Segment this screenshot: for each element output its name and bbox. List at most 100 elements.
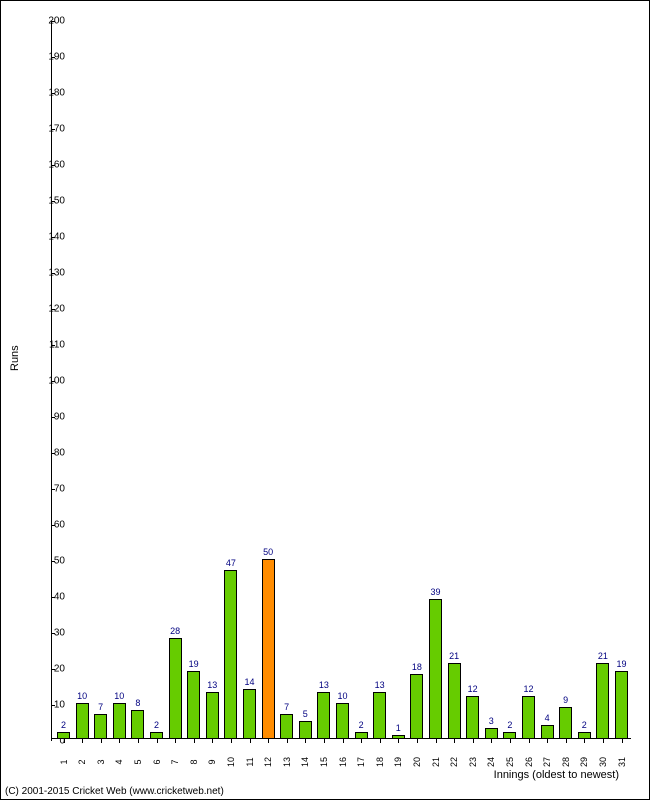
x-tick-label: 14	[300, 752, 310, 772]
x-tick-label: 21	[431, 752, 441, 772]
bar-value-label: 1	[396, 723, 401, 733]
bar-value-label: 13	[207, 680, 217, 690]
y-tick-label: 10	[54, 700, 65, 711]
x-tick-label: 22	[449, 752, 459, 772]
y-tick-mark	[51, 417, 55, 418]
x-tick-label: 11	[245, 752, 255, 772]
y-tick-mark	[51, 21, 55, 22]
x-tick-label: 17	[356, 752, 366, 772]
x-tick-mark	[212, 739, 213, 743]
x-tick-mark	[380, 739, 381, 743]
y-tick-label: 40	[54, 592, 65, 603]
x-tick-mark	[398, 739, 399, 743]
y-tick-mark	[51, 633, 55, 634]
bar-value-label: 50	[263, 547, 273, 557]
bar	[429, 599, 442, 739]
bar	[392, 735, 405, 739]
y-axis-label: Runs	[9, 345, 21, 371]
bar	[169, 638, 182, 739]
bar-value-label: 13	[319, 680, 329, 690]
x-tick-mark	[82, 739, 83, 743]
y-tick-mark	[51, 705, 55, 706]
x-tick-mark	[417, 739, 418, 743]
bar-value-label: 10	[114, 691, 124, 701]
x-tick-label: 7	[170, 752, 180, 772]
x-tick-mark	[361, 739, 362, 743]
bar-value-label: 12	[468, 684, 478, 694]
x-tick-mark	[622, 739, 623, 743]
bar	[150, 732, 163, 739]
bar-value-label: 2	[154, 720, 159, 730]
bar-value-label: 2	[582, 720, 587, 730]
y-tick-mark	[51, 165, 55, 166]
bar	[373, 692, 386, 739]
bar-value-label: 7	[98, 702, 103, 712]
y-tick-mark	[51, 57, 55, 58]
x-tick-label: 12	[263, 752, 273, 772]
y-tick-label: 80	[54, 448, 65, 459]
bar	[131, 710, 144, 739]
x-tick-label: 13	[282, 752, 292, 772]
y-tick-mark	[51, 561, 55, 562]
y-tick-label: 20	[54, 664, 65, 675]
bar-value-label: 10	[77, 691, 87, 701]
bar	[113, 703, 126, 739]
bar-value-label: 13	[375, 680, 385, 690]
copyright-text: (C) 2001-2015 Cricket Web (www.cricketwe…	[5, 786, 224, 797]
x-tick-mark	[64, 739, 65, 743]
bar-value-label: 8	[135, 698, 140, 708]
y-tick-mark	[51, 129, 55, 130]
x-tick-label: 3	[96, 752, 106, 772]
y-tick-mark	[51, 525, 55, 526]
bar	[317, 692, 330, 739]
bar	[559, 707, 572, 739]
x-tick-mark	[491, 739, 492, 743]
bar	[615, 671, 628, 739]
y-tick-mark	[51, 381, 55, 382]
bar-value-label: 21	[598, 651, 608, 661]
bar	[503, 732, 516, 739]
bar-value-label: 39	[430, 587, 440, 597]
y-tick-mark	[51, 273, 55, 274]
bar	[94, 714, 107, 739]
x-tick-mark	[305, 739, 306, 743]
x-tick-mark	[119, 739, 120, 743]
chart-container: 0102030405060708090100110120130140150160…	[0, 0, 650, 800]
bar-value-label: 18	[412, 662, 422, 672]
x-tick-mark	[436, 739, 437, 743]
y-tick-mark	[51, 453, 55, 454]
bar-value-label: 2	[359, 720, 364, 730]
bar	[57, 732, 70, 739]
bar	[76, 703, 89, 739]
x-tick-mark	[250, 739, 251, 743]
bar-value-label: 4	[545, 713, 550, 723]
x-tick-label: 2	[77, 752, 87, 772]
y-tick-label: 50	[54, 556, 65, 567]
y-tick-mark	[51, 597, 55, 598]
x-tick-label: 18	[375, 752, 385, 772]
bar-value-label: 3	[489, 716, 494, 726]
x-tick-label: 19	[393, 752, 403, 772]
bar-value-label: 47	[226, 558, 236, 568]
x-tick-mark	[324, 739, 325, 743]
x-tick-label: 15	[319, 752, 329, 772]
x-tick-label: 8	[189, 752, 199, 772]
bar	[596, 663, 609, 739]
bar	[262, 559, 275, 739]
bar	[541, 725, 554, 739]
y-tick-label: 70	[54, 484, 65, 495]
x-tick-mark	[343, 739, 344, 743]
bar-value-label: 19	[189, 659, 199, 669]
x-tick-mark	[138, 739, 139, 743]
bar	[336, 703, 349, 739]
bar	[466, 696, 479, 739]
y-tick-mark	[51, 93, 55, 94]
x-tick-label: 23	[468, 752, 478, 772]
x-tick-mark	[529, 739, 530, 743]
bar	[280, 714, 293, 739]
bar-value-label: 14	[244, 677, 254, 687]
y-tick-label: 90	[54, 412, 65, 423]
y-tick-mark	[51, 345, 55, 346]
x-tick-mark	[101, 739, 102, 743]
bar-value-label: 28	[170, 626, 180, 636]
